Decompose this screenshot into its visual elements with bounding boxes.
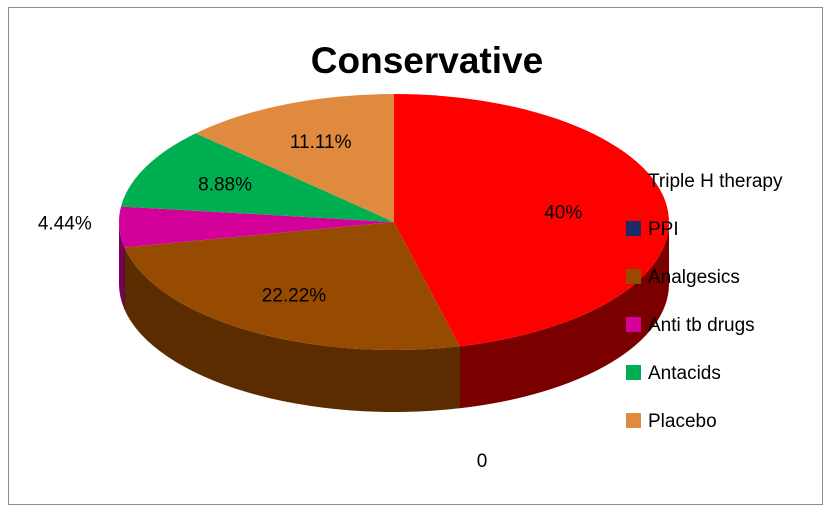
slice-side-3 [119, 222, 125, 310]
data-labels: 40% 0 22.22% 4.44% 8.88% 11.11% [38, 132, 583, 472]
legend-label-4: Antacids [648, 363, 721, 384]
legend-swatch-2 [626, 269, 641, 284]
legend-swatch-0 [626, 173, 641, 188]
slice-placebo [195, 94, 394, 222]
data-label-3: 4.44% [38, 214, 92, 235]
legend-label-2: Analgesics [648, 267, 740, 288]
slice-side-0 [459, 222, 669, 409]
legend-label-3: Anti tb drugs [648, 315, 755, 336]
legend-swatch-1 [626, 221, 641, 236]
data-label-5: 11.11% [290, 132, 352, 153]
legend-label-5: Placebo [648, 411, 717, 432]
chart-title: Conservative [311, 40, 543, 81]
slice-triple-h-therapy [394, 94, 669, 347]
legend-swatch-3 [626, 317, 641, 332]
legend-swatch-4 [626, 365, 641, 380]
data-label-1: 0 [477, 451, 488, 472]
pie-tops [119, 94, 669, 350]
data-label-4: 8.88% [198, 175, 252, 196]
slice-analgesics [124, 222, 460, 350]
legend-label-0: Triple H therapy [648, 171, 783, 192]
legend-label-1: PPI [648, 219, 679, 240]
pie-sides [119, 222, 669, 412]
legend-swatch-5 [626, 413, 641, 428]
legend: Triple H therapy PPI Analgesics Anti tb dru… [626, 171, 783, 432]
slice-anti-tb-drugs [119, 206, 394, 248]
data-label-2: 22.22% [262, 286, 327, 307]
slice-antacids [121, 133, 395, 222]
data-label-0: 40% [544, 202, 582, 223]
slice-side-2 [124, 247, 460, 412]
